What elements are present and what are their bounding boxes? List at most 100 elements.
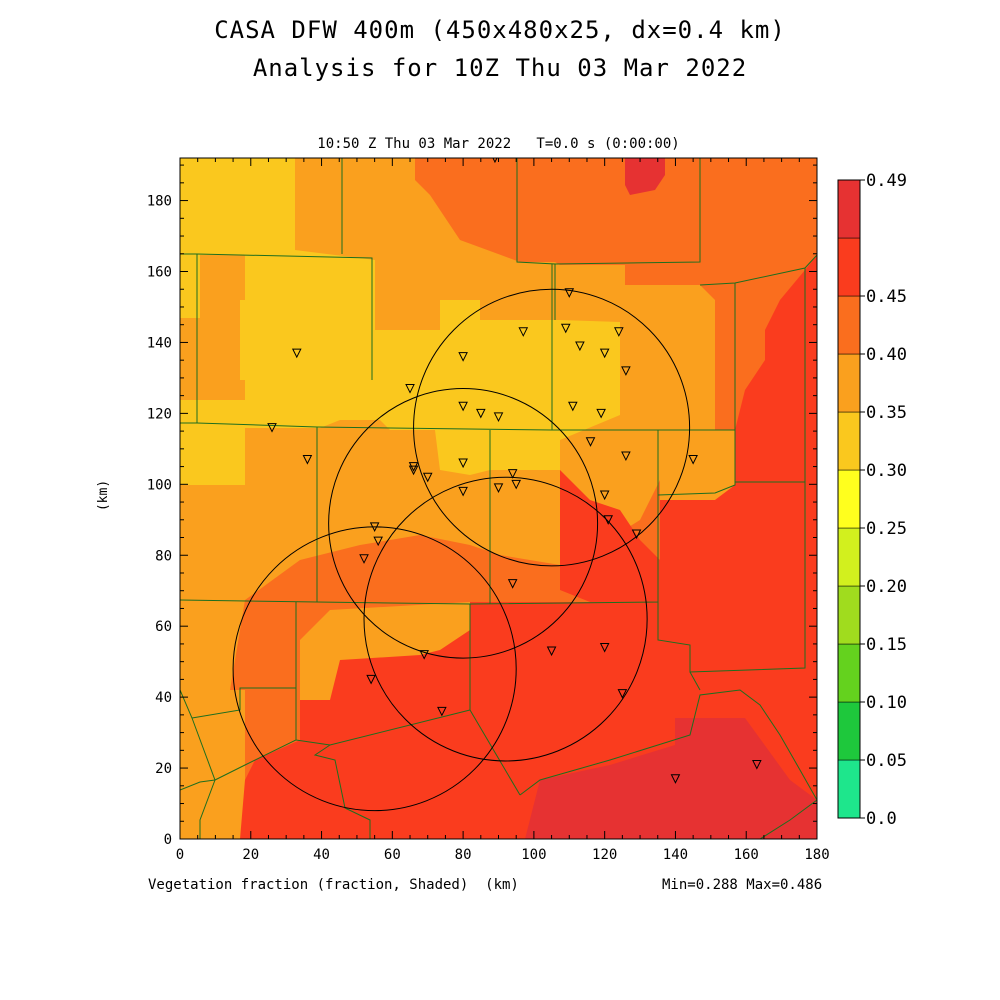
colorbar-swatch <box>837 353 861 413</box>
x-tick-label: 20 <box>242 847 259 863</box>
x-axis-label: Vegetation fraction (fraction, Shaded) (… <box>148 877 519 893</box>
colorbar-label: 0.15 <box>866 635 907 655</box>
station-marker <box>493 412 504 423</box>
y-tick-label: 0 <box>164 832 172 848</box>
station-marker <box>621 366 631 376</box>
station-marker <box>670 774 681 784</box>
station-marker <box>359 554 369 564</box>
shade-region-025 <box>180 158 620 485</box>
colorbar-label: 0.30 <box>866 461 907 481</box>
station-marker <box>405 384 415 394</box>
station-marker <box>366 674 376 685</box>
colorbar-swatch <box>837 701 861 761</box>
station-marker <box>458 352 468 362</box>
shade-region-035 <box>415 158 817 500</box>
station-marker <box>688 454 698 465</box>
x-tick-label: 40 <box>313 847 330 863</box>
station-marker <box>617 689 628 699</box>
x-tick-label: 80 <box>455 847 472 863</box>
station-marker <box>458 486 468 497</box>
station-marker <box>596 408 606 419</box>
colorbar-label: 0.49 <box>866 171 907 191</box>
station-marker <box>458 458 468 469</box>
colorbar-label: 0.05 <box>866 751 907 771</box>
station-marker <box>302 454 313 465</box>
valid-time-label: 10:50 Z Thu 03 Mar 2022 T=0.0 s (0:00:00… <box>317 136 680 152</box>
station-marker <box>614 327 624 337</box>
x-tick-label: 100 <box>521 847 546 863</box>
x-axis-ticks: 0 20 40 60 80 100 120 140 160 180 <box>176 158 830 863</box>
station-markers <box>267 158 762 784</box>
colorbar-swatch <box>837 527 861 587</box>
station-marker <box>475 408 486 419</box>
y-tick-label: 180 <box>147 194 172 210</box>
station-marker <box>373 536 383 547</box>
y-tick-label: 100 <box>147 477 172 493</box>
station-marker <box>560 323 571 334</box>
y-tick-label: 60 <box>155 619 172 635</box>
station-marker <box>585 437 596 447</box>
colorbar-frame <box>837 179 861 819</box>
station-marker <box>603 515 614 525</box>
station-marker <box>422 472 433 483</box>
station-marker <box>752 760 762 770</box>
station-marker <box>631 529 642 540</box>
y-tick-label: 20 <box>155 761 172 777</box>
radar-range-rings <box>232 288 691 812</box>
shade-region-030-b <box>180 255 245 400</box>
colorbar-swatch <box>837 237 861 297</box>
station-marker <box>599 642 610 653</box>
radar-ring-3 <box>232 526 517 812</box>
radar-ring-2 <box>328 388 599 659</box>
min-max-label: Min=0.288 Max=0.486 <box>662 877 823 893</box>
station-marker <box>568 401 578 412</box>
colorbar-swatch <box>837 411 861 471</box>
shade-region-045-b <box>625 158 665 195</box>
colorbar-swatch <box>837 643 861 703</box>
station-marker <box>599 348 610 359</box>
colorbar-label: 0.45 <box>866 287 907 307</box>
y-axis-ticks: 0 20 40 60 80 100 120 140 160 180 <box>147 164 817 848</box>
station-marker <box>599 490 610 501</box>
colorbar-swatch <box>837 585 861 645</box>
colorbar-label: 0.0 <box>866 809 897 829</box>
colorbar: 0.0 0.05 0.10 0.15 0.20 0.25 0.30 0.35 0.40 0.45 0… <box>837 171 907 829</box>
station-marker <box>564 288 575 298</box>
station-marker <box>621 451 631 462</box>
station-marker <box>408 465 419 476</box>
colorbar-label: 0.20 <box>866 577 907 597</box>
radar-ring-1 <box>413 288 691 567</box>
colorbar-label: 0.35 <box>866 403 907 423</box>
station-marker <box>546 646 557 657</box>
radar-ring-4 <box>363 476 648 762</box>
colorbar-label: 0.10 <box>866 693 907 713</box>
x-tick-label: 140 <box>663 847 688 863</box>
shade-region-040-b <box>560 470 660 602</box>
colorbar-swatch <box>837 179 861 239</box>
colorbar-swatch <box>837 469 861 529</box>
x-tick-label: 160 <box>734 847 759 863</box>
station-marker <box>458 401 468 412</box>
station-marker <box>493 483 504 493</box>
station-marker <box>267 423 277 433</box>
station-marker <box>291 348 302 359</box>
colorbar-swatch <box>837 759 861 819</box>
station-marker <box>507 579 518 589</box>
station-marker <box>507 469 518 479</box>
x-tick-label: 60 <box>384 847 401 863</box>
station-marker <box>518 327 529 337</box>
colorbar-label: 0.25 <box>866 519 907 539</box>
figure-title-line1: CASA DFW 400m (450x480x25, dx=0.4 km) <box>214 16 786 44</box>
figure-title-line2: Analysis for 10Z Thu 03 Mar 2022 <box>252 54 748 82</box>
station-marker <box>369 522 380 532</box>
y-tick-label: 120 <box>147 406 172 422</box>
colorbar-swatch <box>837 295 861 355</box>
x-tick-label: 120 <box>592 847 617 863</box>
x-tick-label: 0 <box>176 847 184 863</box>
shade-region-035-b <box>230 480 660 780</box>
station-marker <box>437 706 447 717</box>
y-tick-label: 140 <box>147 335 172 351</box>
y-tick-label: 160 <box>147 265 172 281</box>
station-marker <box>419 650 429 660</box>
